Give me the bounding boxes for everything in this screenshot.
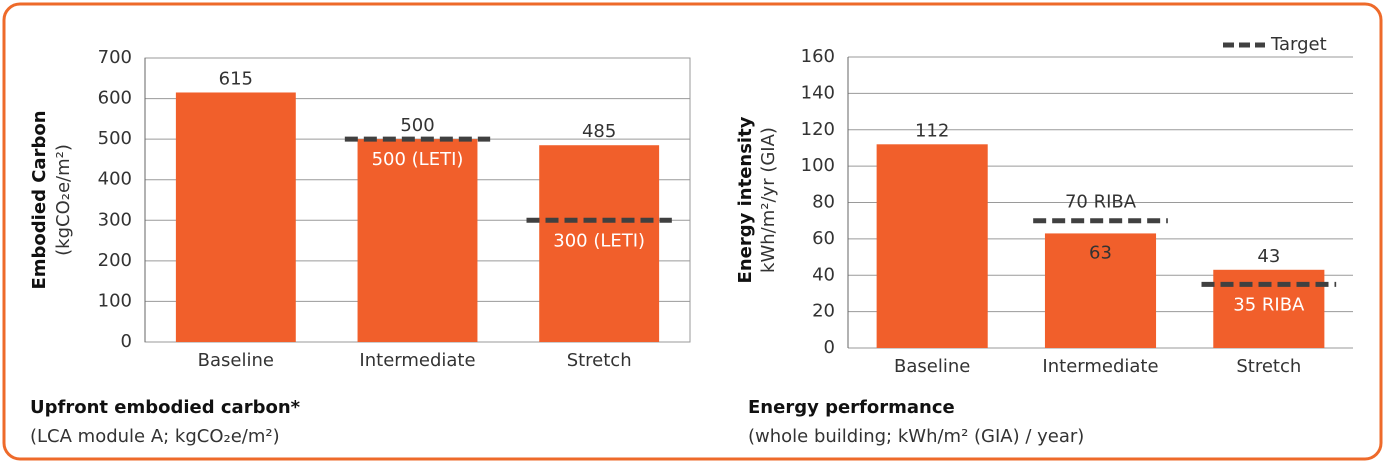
- y-tick-label: 100: [801, 155, 835, 176]
- x-tick-label: Stretch: [1236, 356, 1301, 377]
- y-tick-label: 40: [812, 264, 835, 285]
- bar: [1044, 233, 1157, 348]
- y-tick-label: 300: [98, 209, 132, 230]
- caption-note: (LCA module A; kgCO₂e/m²): [30, 426, 280, 447]
- x-tick-label: Intermediate: [359, 350, 475, 371]
- data-label: 500: [400, 115, 434, 136]
- bar: [175, 92, 296, 342]
- x-tick-label: Baseline: [894, 356, 970, 377]
- y-axis-unit: kWh/m²/yr (GIA): [758, 127, 779, 273]
- x-tick-label: Intermediate: [1042, 356, 1158, 377]
- y-tick-label: 400: [98, 169, 132, 190]
- y-tick-label: 500: [98, 128, 132, 149]
- y-tick-label: 20: [812, 301, 835, 322]
- y-tick-label: 80: [812, 192, 835, 213]
- y-axis-unit: (kgCO₂e/m²): [53, 144, 74, 256]
- target-label: 70 RIBA: [1065, 192, 1137, 213]
- target-label: 35 RIBA: [1233, 294, 1305, 315]
- data-label: 43: [1257, 246, 1280, 267]
- y-tick-label: 0: [121, 331, 132, 352]
- target-label: 500 (LETI): [372, 149, 464, 170]
- y-tick-label: 200: [98, 250, 132, 271]
- caption-note: (whole building; kWh/m² (GIA) / year): [748, 426, 1084, 447]
- x-tick-label: Baseline: [198, 350, 274, 371]
- y-tick-label: 100: [98, 290, 132, 311]
- bar: [539, 145, 660, 342]
- bar: [357, 139, 478, 342]
- data-label: 63: [1089, 242, 1112, 263]
- target-label: 300 (LETI): [553, 230, 645, 251]
- y-tick-label: 140: [801, 82, 835, 103]
- caption: Energy performance: [748, 397, 955, 418]
- legend-label: Target: [1270, 34, 1327, 55]
- y-tick-label: 0: [824, 337, 835, 358]
- y-tick-label: 120: [801, 119, 835, 140]
- x-tick-label: Stretch: [567, 350, 632, 371]
- y-axis-title: Energy intensity: [735, 116, 756, 283]
- data-label: 112: [915, 120, 949, 141]
- y-tick-label: 60: [812, 228, 835, 249]
- y-tick-label: 600: [98, 88, 132, 109]
- bar: [876, 144, 988, 348]
- caption: Upfront embodied carbon*: [30, 397, 301, 418]
- data-label: 615: [219, 68, 253, 89]
- y-axis-title: Embodied Carbon: [29, 110, 50, 289]
- y-tick-label: 700: [98, 47, 132, 68]
- data-label: 485: [582, 121, 616, 142]
- y-tick-label: 160: [801, 46, 835, 67]
